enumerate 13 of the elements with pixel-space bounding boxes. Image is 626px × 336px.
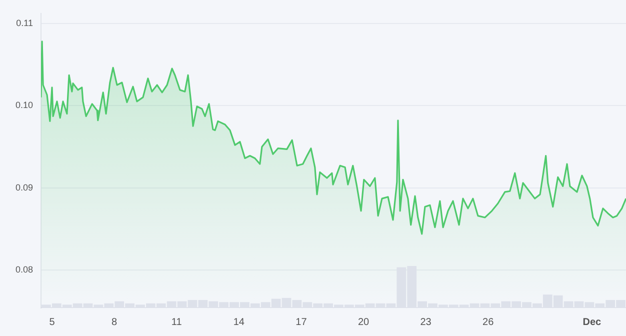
- x-tick-label: 5: [49, 316, 56, 328]
- y-tick-label: 0.08: [15, 264, 33, 275]
- x-tick-label: Dec: [582, 316, 602, 328]
- y-tick-label: 0.11: [16, 18, 33, 28]
- x-tick-label: 23: [420, 316, 432, 328]
- y-tick-label: 0.10: [15, 100, 33, 110]
- x-tick-label: 26: [482, 316, 494, 328]
- x-tick-label: 17: [296, 316, 308, 328]
- x-tick-label: 14: [233, 316, 245, 328]
- x-tick-label: 8: [112, 316, 118, 328]
- x-tick-label: 20: [358, 316, 370, 328]
- x-tick-label: 11: [171, 316, 182, 328]
- y-tick-label: 0.09: [15, 182, 33, 192]
